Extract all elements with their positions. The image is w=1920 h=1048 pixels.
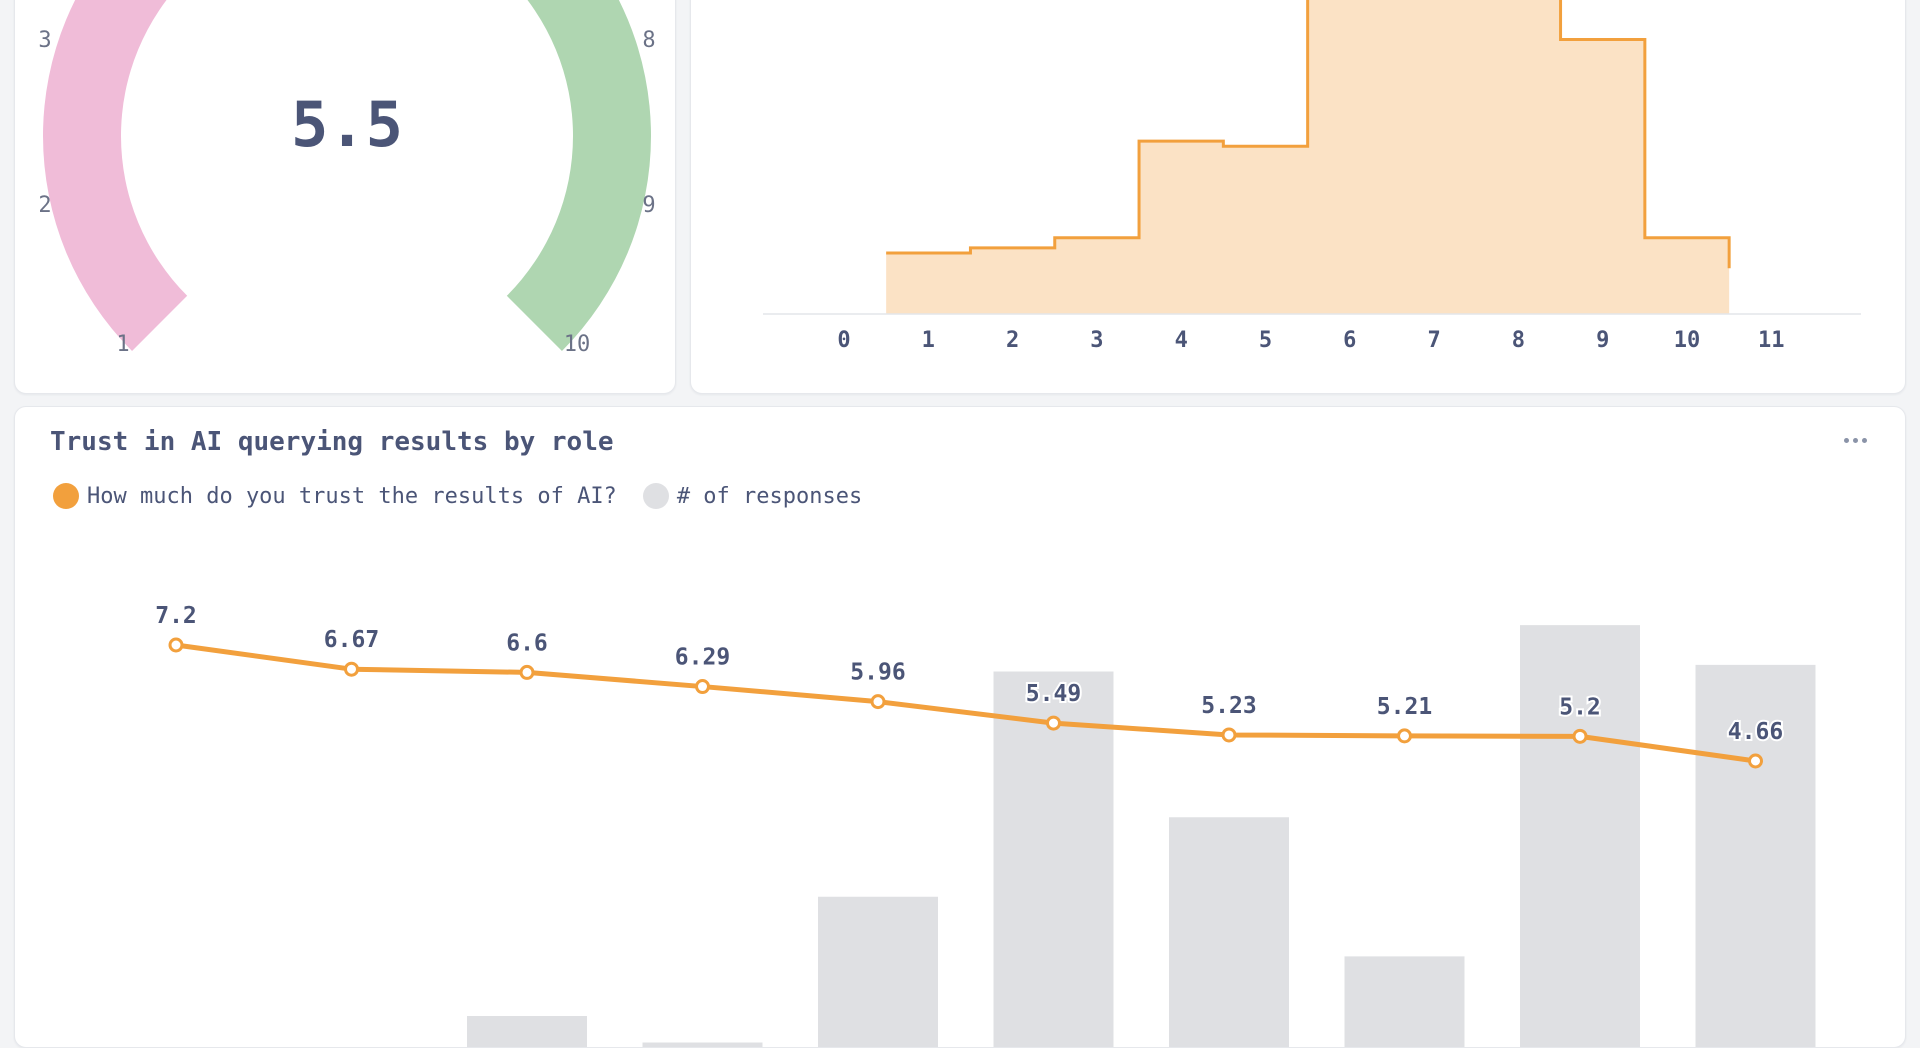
- x-tick-label: 10: [1674, 328, 1701, 353]
- gauge-low-band: [43, 0, 188, 351]
- legend-label: How much do you trust the results of AI?: [87, 483, 617, 509]
- trust-data-label: 7.2: [155, 603, 197, 629]
- x-tick-label: 8: [1512, 328, 1525, 353]
- histogram-chart: 0 1 2 3 4 5 6 7 8 9 10 11: [763, 0, 1861, 353]
- trust-data-label: 5.49: [1026, 681, 1081, 707]
- ellipsis-icon: [1843, 437, 1849, 443]
- x-tick-label: 0: [837, 328, 850, 353]
- gauge-tick-label: 2: [38, 193, 51, 218]
- x-tick-label: 2: [1006, 328, 1019, 353]
- trust-combo-chart: 7.2 6.67 6.6 6.29 5.96 5.49 5.23 5.21 5.2 4.66: [153, 601, 1816, 1048]
- response-bar[interactable]: [818, 896, 938, 1047]
- histogram-card: 0 1 2 3 4 5 6 7 8 9 10 11: [690, 0, 1906, 394]
- trust-point[interactable]: [344, 661, 359, 677]
- legend-item-trust[interactable]: How much do you trust the results of AI?: [53, 483, 617, 509]
- trust-data-label: 5.23: [1201, 693, 1256, 719]
- trust-data-label: 6.29: [675, 645, 730, 671]
- x-tick-label: 3: [1090, 328, 1103, 353]
- response-bar[interactable]: [993, 671, 1114, 1048]
- trust-data-label: 4.66: [1728, 719, 1783, 745]
- more-options-button[interactable]: [1835, 425, 1875, 455]
- trust-data-label: 5.96: [850, 660, 905, 686]
- response-bar[interactable]: [1520, 625, 1640, 1047]
- histogram-line: [886, 0, 1731, 269]
- gauge-high-band: [506, 0, 651, 351]
- gauge-chart: 3 2 1 8 9 10 5.5: [38, 0, 656, 357]
- x-tick-label: 7: [1427, 328, 1440, 353]
- trust-data-label: 5.21: [1377, 694, 1432, 720]
- gauge-tick-label: 1: [116, 332, 129, 357]
- x-tick-label: 6: [1343, 328, 1356, 353]
- trust-point[interactable]: [1748, 753, 1763, 769]
- trust-data-label: 6.6: [506, 630, 548, 656]
- gauge-card: 3 2 1 8 9 10 5.5: [14, 0, 676, 394]
- legend-item-responses[interactable]: # of responses: [642, 483, 863, 509]
- response-bar[interactable]: [642, 1042, 763, 1048]
- x-tick-label: 1: [922, 328, 935, 353]
- legend-swatch-gray: [642, 483, 669, 509]
- chart-title: Trust in AI querying results by role: [50, 427, 614, 457]
- legend-swatch-orange: [53, 483, 79, 509]
- trust-line: [175, 642, 1756, 764]
- response-bar[interactable]: [1169, 817, 1289, 1047]
- trust-data-label: 6.67: [324, 627, 379, 653]
- gauge-tick-label: 3: [38, 28, 51, 53]
- response-bar[interactable]: [467, 1016, 587, 1047]
- x-tick-label: 9: [1596, 328, 1609, 353]
- trust-point[interactable]: [870, 694, 886, 710]
- trust-point[interactable]: [695, 679, 710, 695]
- gauge-tick-label: 9: [642, 193, 655, 218]
- trust-data-label: 5.2: [1559, 694, 1601, 720]
- ellipsis-icon: [1861, 437, 1867, 443]
- trust-point[interactable]: [1046, 715, 1061, 731]
- gauge-tick-label: 8: [642, 28, 655, 53]
- x-tick-label: 4: [1175, 328, 1188, 353]
- x-tick-label: 5: [1259, 328, 1272, 353]
- trust-point[interactable]: [1572, 728, 1588, 744]
- legend-label: # of responses: [676, 483, 863, 509]
- gauge-tick-label: 10: [564, 332, 591, 357]
- response-bar[interactable]: [1344, 956, 1465, 1047]
- histogram-area: [886, 0, 1730, 314]
- ellipsis-icon: [1852, 437, 1858, 443]
- trust-point[interactable]: [1221, 727, 1237, 743]
- chart-legend: How much do you trust the results of AI?…: [53, 483, 888, 509]
- x-tick-label: 11: [1758, 328, 1785, 353]
- trust-point[interactable]: [519, 664, 535, 680]
- gauge-value: 5.5: [291, 88, 403, 161]
- trust-point[interactable]: [168, 637, 184, 653]
- response-bar[interactable]: [1695, 664, 1816, 1047]
- trust-chart-card: Trust in AI querying results by role How…: [14, 406, 1906, 1048]
- trust-point[interactable]: [1397, 728, 1412, 744]
